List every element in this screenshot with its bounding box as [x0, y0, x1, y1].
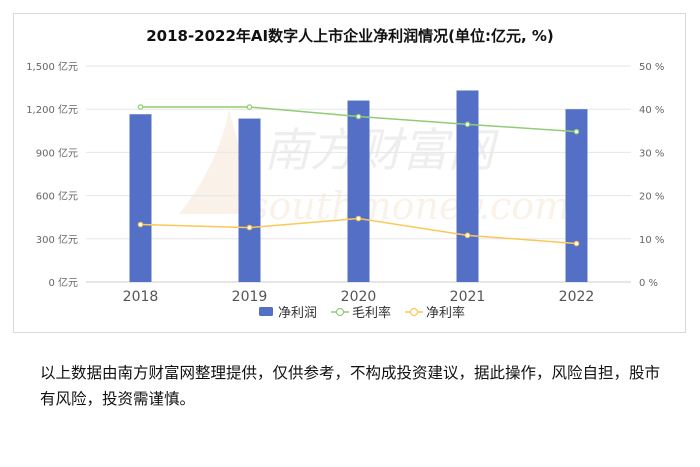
bar-净利润-2020: [347, 100, 370, 282]
right-tick-label: 30 %: [639, 148, 664, 159]
legend-marker-净利率: [409, 307, 419, 317]
x-tick-label: 2018: [123, 289, 159, 305]
left-tick-label: 600 亿元: [36, 190, 78, 203]
bar-净利润-2021: [456, 90, 479, 282]
bar-净利润-2018: [129, 114, 152, 283]
left-tick-label: 1,500 亿元: [26, 60, 78, 73]
x-tick-label: 2020: [341, 289, 377, 305]
left-tick-label: 1,200 亿元: [26, 103, 78, 116]
point-净利率-2022: [573, 240, 580, 247]
right-tick-label: 10 %: [639, 235, 664, 246]
x-tick-label: 2021: [450, 289, 486, 305]
x-tick-label: 2022: [559, 289, 595, 305]
chart-title: 2018-2022年AI数字人上市企业净利润情况(单位:亿元, %): [146, 27, 554, 45]
left-tick-label: 300 亿元: [36, 233, 78, 246]
chart: 南方财富网 southmoney.com 2018-2022年AI数字人上市企业…: [26, 27, 664, 321]
x-axis: 2018 2019 2020 2021 2022: [123, 289, 595, 305]
point-毛利率-2021: [464, 121, 471, 128]
chart-frame: 南方财富网 southmoney.com 2018-2022年AI数字人上市企业…: [13, 13, 686, 333]
disclaimer-text: 以上数据由南方财富网整理提供，仅供参考，不构成投资建议，据此操作，风险自担，股市…: [40, 364, 661, 408]
legend-marker-净利润: [259, 307, 273, 316]
x-tick-label: 2019: [232, 289, 268, 305]
legend-marker-毛利率: [335, 307, 345, 317]
right-tick-label: 50 %: [639, 62, 664, 73]
left-tick-label: 0 亿元: [48, 276, 78, 289]
point-毛利率-2020: [355, 113, 362, 120]
point-毛利率-2019: [246, 104, 253, 110]
watermark-en: southmoney.com: [249, 184, 570, 228]
left-tick-label: 900 亿元: [36, 146, 78, 159]
legend-label-净利率: 净利率: [426, 305, 465, 321]
bar-series: [129, 90, 588, 283]
left-axis: 0 亿元 300 亿元 600 亿元 900 亿元 1,200 亿元 1,500 亿元: [26, 60, 78, 289]
legend-label-毛利率: 毛利率: [352, 305, 391, 321]
line-series: [137, 104, 580, 247]
right-tick-label: 0 %: [639, 278, 658, 289]
point-毛利率-2018: [137, 104, 144, 110]
right-tick-label: 20 %: [639, 192, 664, 203]
right-tick-label: 40 %: [639, 105, 664, 116]
legend: 净利润 毛利率 净利率: [259, 305, 465, 321]
point-净利率-2019: [246, 224, 253, 231]
bar-净利润-2022: [565, 109, 588, 282]
point-净利率-2018: [137, 221, 144, 228]
point-毛利率-2022: [573, 128, 580, 135]
point-净利率-2021: [464, 232, 471, 239]
point-净利率-2020: [355, 215, 362, 222]
bar-净利润-2019: [238, 118, 261, 282]
right-axis: 0 % 10 % 20 % 30 % 40 % 50 %: [639, 62, 664, 289]
legend-label-净利润: 净利润: [278, 306, 317, 321]
